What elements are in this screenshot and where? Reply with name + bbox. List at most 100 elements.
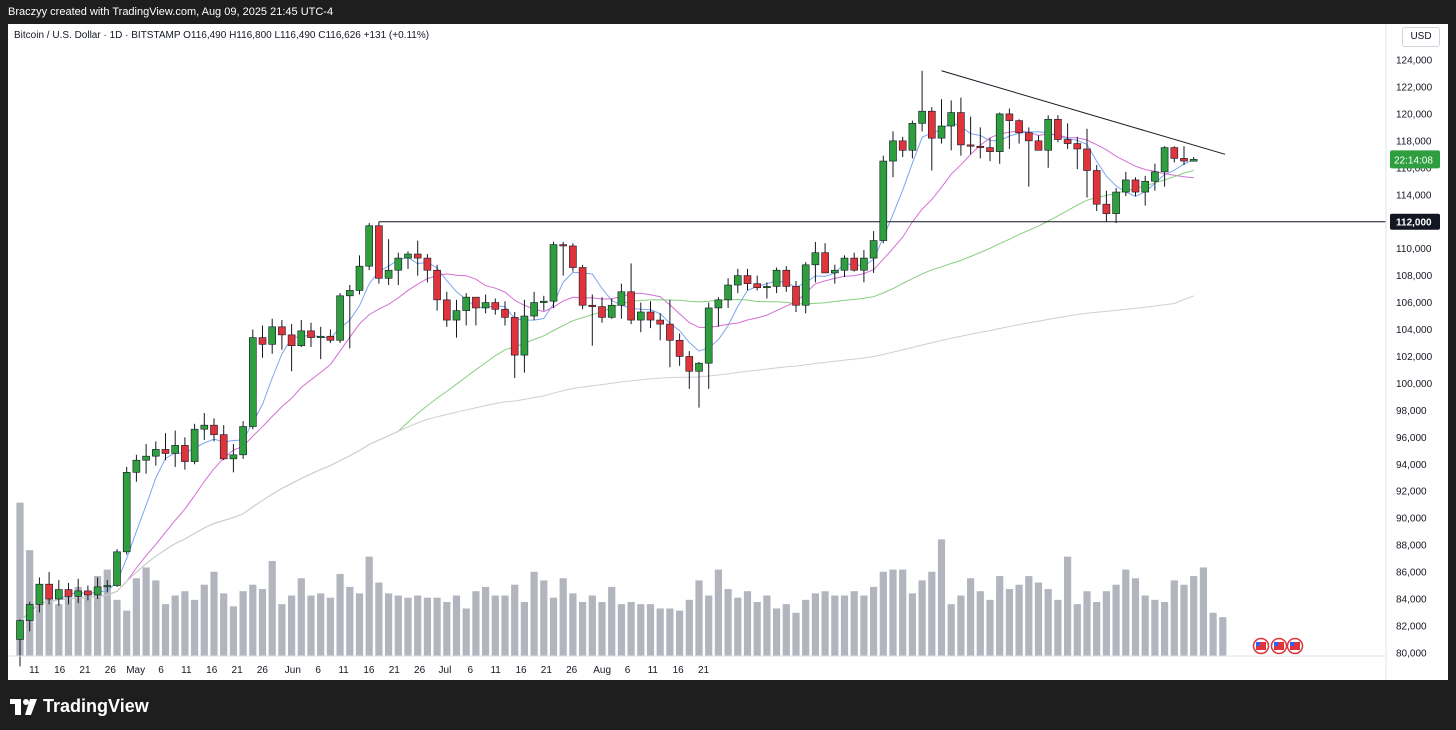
y-tick-label: 82,000 [1396, 621, 1427, 632]
candle [423, 254, 432, 283]
volume-bar [1122, 569, 1130, 656]
currency-button[interactable]: USD [1402, 27, 1440, 47]
volume-bar [947, 604, 955, 656]
candle-body [84, 590, 92, 596]
candle-body [811, 252, 820, 266]
volume-bar [743, 591, 752, 656]
candle-body [297, 330, 306, 346]
volume-bar [35, 599, 43, 656]
candle [316, 326, 325, 360]
candle [433, 264, 441, 311]
candle-body [908, 123, 917, 151]
candle-body [1189, 159, 1198, 162]
candle-body [161, 449, 170, 454]
volume-bar [1102, 591, 1110, 656]
candle-body [559, 244, 568, 247]
candle-body [481, 302, 490, 309]
candle-body [336, 295, 344, 341]
y-tick-label: 96,000 [1396, 433, 1427, 444]
moving-average-slow [19, 170, 1194, 621]
x-tick-label: 21 [389, 665, 401, 676]
candle-body [879, 160, 888, 241]
volume-bar [1064, 556, 1072, 656]
candle-body [1073, 143, 1082, 150]
x-tick-label: 6 [625, 665, 631, 676]
candle-body [821, 252, 829, 274]
candle [695, 361, 703, 408]
candle [869, 231, 878, 273]
candle-body [404, 253, 412, 259]
candle-body [45, 583, 53, 600]
candle [16, 619, 24, 667]
volume-bar [792, 612, 800, 656]
x-tick-label: 26 [105, 665, 117, 676]
candle [792, 280, 800, 312]
candle-body [636, 311, 645, 321]
candle [607, 298, 616, 319]
candle-body [190, 428, 199, 462]
candle [520, 299, 529, 373]
volume-bar [811, 593, 819, 656]
candle-body [132, 459, 141, 473]
candle [268, 318, 277, 354]
chart-panel[interactable]: 80,000 82,000 84,000 86,000 88,000 90,000 92,0… [8, 24, 1448, 680]
volume-bar [918, 580, 926, 656]
volume-bar [200, 584, 208, 656]
candle [481, 294, 490, 314]
candle [200, 413, 209, 440]
candle [821, 243, 829, 274]
volume-bar [181, 591, 189, 656]
candle [724, 278, 732, 308]
candle-body [1092, 170, 1101, 205]
volume-bar [113, 599, 121, 656]
volume-bar [84, 595, 92, 656]
candle [413, 240, 422, 276]
candle [1141, 175, 1149, 206]
volume-bar [191, 599, 199, 656]
candle [1044, 115, 1052, 168]
candle-body [1063, 139, 1072, 144]
candle [636, 302, 645, 333]
candle-body [1044, 118, 1052, 151]
candle [976, 127, 985, 159]
candle [763, 282, 771, 299]
tradingview-logo[interactable]: TradingView [10, 696, 149, 717]
candle [811, 241, 820, 283]
candle [685, 351, 694, 389]
candle [986, 138, 994, 162]
volume-bar [763, 595, 771, 656]
candle-body [918, 110, 926, 124]
volume-bar [452, 595, 461, 656]
volume-bar [569, 593, 577, 656]
candle [404, 251, 412, 269]
x-tick-label: May [126, 665, 145, 676]
volume-bar [74, 586, 82, 656]
candle-body [743, 275, 752, 284]
candle-body [181, 445, 189, 462]
candle-body [355, 265, 364, 291]
volume-bar [1025, 576, 1033, 656]
volume-bar [307, 595, 315, 656]
x-tick-label: 6 [315, 665, 321, 676]
candle [45, 572, 53, 605]
candle-body [200, 424, 209, 430]
candle [355, 255, 364, 295]
candle-body [995, 113, 1004, 152]
price-chart[interactable]: 80,000 82,000 84,000 86,000 88,000 90,000 92,0… [8, 24, 1448, 680]
volume-bar [1209, 612, 1217, 656]
candle [1063, 123, 1072, 149]
candle-body [74, 590, 82, 597]
candle-body [442, 299, 451, 321]
volume-bar [132, 578, 140, 656]
candle-body [549, 244, 558, 302]
candle-body [830, 269, 839, 274]
x-tick-label: 11 [181, 665, 192, 676]
candle-body [569, 245, 577, 268]
candle-body [268, 326, 277, 345]
candle [375, 221, 383, 284]
volume-bar [617, 604, 625, 656]
volume-bar [55, 604, 63, 656]
candle-body [860, 257, 868, 271]
candle [617, 283, 626, 319]
candle-body [1180, 158, 1188, 162]
